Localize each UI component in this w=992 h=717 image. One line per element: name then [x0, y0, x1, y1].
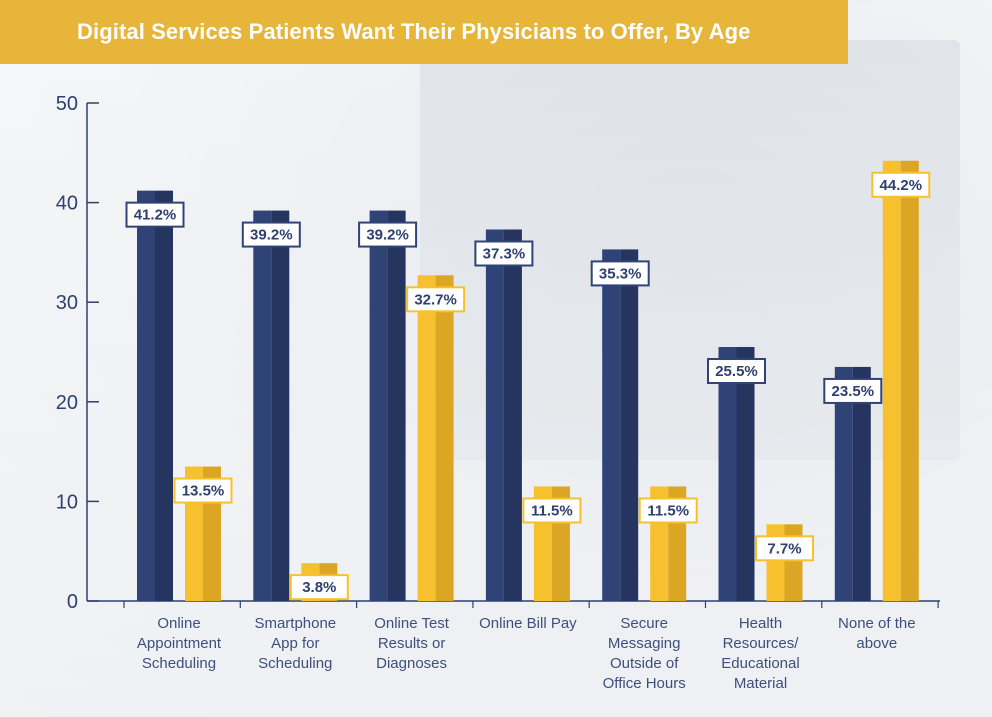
x-category-label: Online Bill Pay [479, 615, 577, 632]
data-label-box [590, 260, 650, 287]
x-category-label: Scheduling [142, 655, 216, 672]
bar-shade [155, 190, 173, 601]
data-label: 37.3% [483, 245, 526, 262]
bar-shade [852, 366, 871, 601]
data-label-box [823, 377, 883, 404]
x-category-label: Smartphone [254, 615, 336, 632]
bar-shade [900, 160, 919, 601]
data-label: 39.2% [366, 227, 409, 244]
title-bar: Digital Services Patients Want Their Phy… [0, 0, 848, 64]
data-label: 35.3% [599, 265, 642, 282]
bar-shade [503, 229, 522, 601]
x-category-label: Appointment [137, 635, 222, 652]
x-category-label: Office Hours [603, 675, 686, 692]
bar [253, 210, 272, 601]
x-category-label: Results or [378, 635, 446, 652]
x-category-label: Outside of [610, 655, 679, 672]
bar [485, 229, 504, 601]
data-label-box [474, 240, 534, 267]
data-label: 25.5% [715, 363, 758, 380]
bar [602, 249, 621, 602]
x-category-label: Educational [721, 655, 799, 672]
data-label: 7.7% [767, 540, 801, 557]
bar-shade [271, 210, 290, 601]
data-label-box [707, 358, 766, 385]
x-category-label: Diagnoses [376, 655, 447, 672]
bar [882, 160, 901, 601]
x-category-label: Secure [620, 615, 668, 632]
data-label: 11.5% [647, 502, 689, 519]
data-label-box [241, 221, 301, 248]
data-label-box [406, 286, 466, 313]
data-label-box [871, 171, 931, 198]
y-tick-label: 10 [56, 491, 78, 513]
data-label-box [638, 497, 698, 524]
data-label-box [289, 574, 349, 601]
x-category-label: Resources/ [723, 635, 800, 652]
data-label: 39.2% [250, 227, 293, 244]
bar [834, 366, 853, 601]
x-category-label: above [856, 635, 897, 652]
y-tick-label: 30 [56, 292, 78, 314]
bar-shade [620, 249, 639, 602]
data-label: 11.5% [531, 502, 573, 519]
x-category-label: Scheduling [258, 655, 332, 672]
data-label: 23.5% [832, 383, 875, 400]
x-category-label: Online [157, 615, 200, 632]
bar-shade [435, 275, 454, 601]
chart-title: Digital Services Patients Want Their Phy… [77, 19, 751, 44]
x-category-label: Messaging [608, 635, 681, 652]
data-label-box [755, 535, 814, 562]
bar [137, 190, 155, 601]
bar-shade [736, 347, 755, 601]
bar [369, 210, 388, 601]
data-label: 41.2% [134, 207, 177, 224]
data-label-box [358, 221, 418, 248]
data-label: 44.2% [880, 177, 923, 194]
data-label: 32.7% [414, 291, 457, 308]
y-tick-label: 0 [67, 591, 78, 613]
data-label: 13.5% [182, 483, 225, 500]
x-category-label: App for [271, 635, 319, 652]
x-category-label: Material [734, 675, 787, 692]
data-label-box [522, 497, 582, 524]
data-label-box [173, 477, 233, 504]
bar [417, 275, 436, 601]
y-tick-label: 50 [56, 93, 78, 115]
x-category-label: Online Test [374, 615, 450, 632]
x-category-label: None of the [838, 615, 916, 632]
bar-shade [387, 210, 406, 601]
x-category-label: Health [739, 615, 782, 632]
y-tick-label: 20 [56, 392, 78, 414]
y-tick-label: 40 [56, 193, 78, 215]
data-label: 3.8% [302, 579, 336, 596]
bar [718, 347, 737, 601]
data-label-box [125, 201, 185, 228]
